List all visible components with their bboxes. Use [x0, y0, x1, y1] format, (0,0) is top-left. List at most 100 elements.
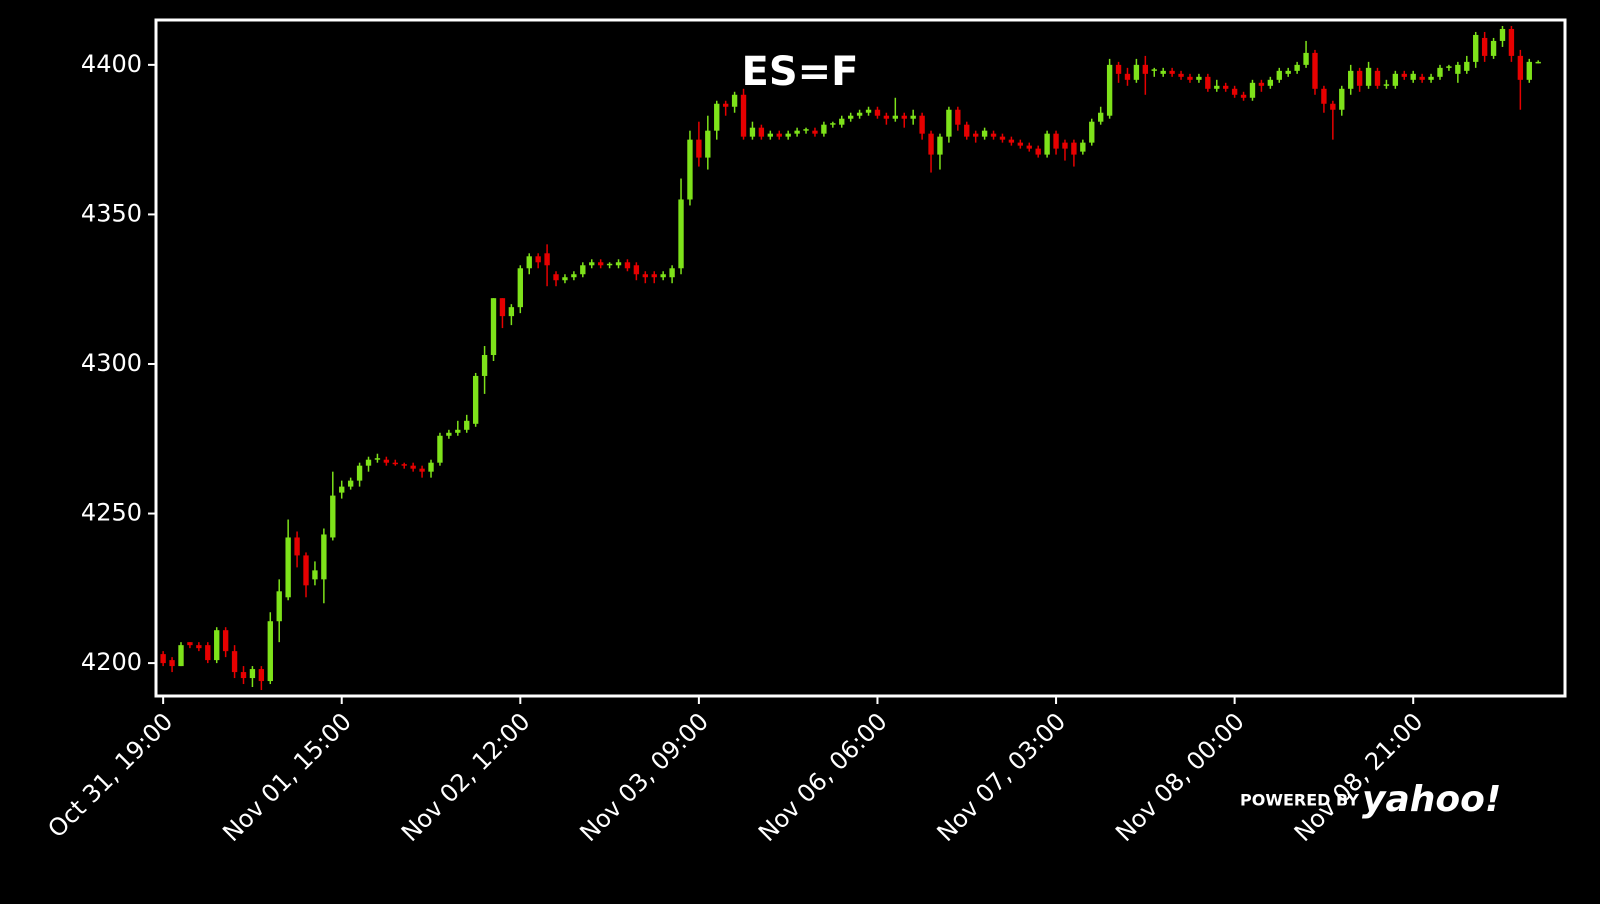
candle-body [321, 534, 327, 580]
candle-body [1160, 70, 1166, 74]
candle-body [544, 253, 550, 266]
candle-body [856, 112, 863, 116]
candle-body [1401, 73, 1407, 77]
candle-body [1267, 79, 1274, 86]
candle-body [222, 630, 229, 652]
candle-body [249, 669, 256, 679]
candle-body [1231, 88, 1238, 95]
candle-body [1151, 69, 1157, 71]
candle-body [910, 115, 916, 119]
candle-body [767, 133, 773, 137]
candle-body [1294, 64, 1300, 71]
candle-body [946, 109, 952, 137]
candle-body [312, 570, 318, 580]
candle-body [1178, 73, 1184, 77]
candle-body [1035, 148, 1041, 155]
y-tick-label: 4350 [81, 199, 142, 227]
candle-body [535, 256, 541, 263]
candle-body [1473, 34, 1479, 62]
candle-body [160, 654, 166, 664]
candle-body [1374, 70, 1381, 86]
plot-frame [154, 18, 1567, 698]
candle-body [1026, 145, 1032, 149]
candle-body [937, 136, 943, 155]
candle-body [205, 645, 211, 661]
candle-body [1383, 84, 1390, 86]
candle-body [1098, 112, 1104, 122]
candle-body [267, 621, 273, 682]
candle-body [1526, 61, 1532, 80]
candle-body [571, 274, 577, 278]
candle-body [1481, 37, 1488, 56]
candle-body [705, 130, 711, 158]
candle-body [722, 103, 729, 107]
y-tick-label: 4400 [81, 50, 142, 78]
candle-body [178, 645, 184, 667]
candle-body [892, 115, 899, 119]
candle-body [472, 375, 479, 424]
candle-body [580, 265, 586, 275]
candle-body [490, 298, 497, 356]
candle-body [365, 459, 372, 466]
candle-body [776, 133, 782, 137]
candle-body [1428, 76, 1434, 80]
candle-body [347, 480, 354, 487]
candle-body [1223, 85, 1229, 89]
candle-body [446, 432, 452, 436]
candle-body [847, 115, 854, 119]
candle-body [419, 468, 425, 472]
candle-body [330, 495, 336, 538]
candle-body [1142, 64, 1149, 74]
y-tick-label: 4200 [81, 648, 142, 676]
watermark-brand: yahoo! [1362, 779, 1501, 820]
candle-body [1330, 103, 1336, 110]
candle-body [1285, 70, 1291, 74]
candle-body [758, 127, 765, 137]
candle-body [1062, 142, 1068, 149]
candle-body [240, 672, 247, 679]
candle-body [1464, 61, 1470, 71]
candle-body [740, 94, 747, 137]
candle-body [589, 262, 595, 266]
candle-body [437, 435, 443, 463]
candle-body [678, 199, 684, 269]
watermark-prefix: POWERED BY [1240, 791, 1359, 810]
candle-body [1249, 82, 1256, 98]
candle-body [642, 274, 648, 278]
candle-body [294, 537, 300, 556]
candle-body [1535, 61, 1541, 64]
candle-body [1348, 70, 1354, 89]
candle-body [839, 118, 845, 125]
candle-body [964, 124, 970, 137]
candle-body [214, 630, 220, 661]
candle-body [1321, 88, 1327, 104]
candle-body [981, 130, 988, 137]
candle-body [276, 591, 282, 622]
candle-body [428, 462, 434, 472]
candle-body [1017, 142, 1024, 146]
candle-body [669, 268, 675, 278]
candle-body [1392, 73, 1399, 86]
candle-body [830, 123, 836, 125]
candle-body [526, 256, 532, 269]
candle-body [973, 133, 979, 137]
candle-body [1115, 64, 1122, 74]
candle-body [464, 420, 470, 430]
candle-body [1517, 55, 1524, 80]
candle-body [606, 263, 613, 266]
candle-body [955, 109, 961, 125]
candle-body [1508, 28, 1515, 56]
candle-body [1071, 142, 1077, 155]
candle-body [1205, 76, 1211, 89]
candle-body [517, 268, 523, 308]
y-tick-label: 4300 [81, 349, 142, 377]
candle-body [1410, 73, 1416, 80]
candle-body [803, 129, 809, 131]
candle-body [1089, 121, 1095, 143]
candle-body [696, 139, 702, 158]
candle-body [231, 651, 238, 673]
candle-body [258, 669, 265, 682]
candle-body [481, 355, 488, 376]
